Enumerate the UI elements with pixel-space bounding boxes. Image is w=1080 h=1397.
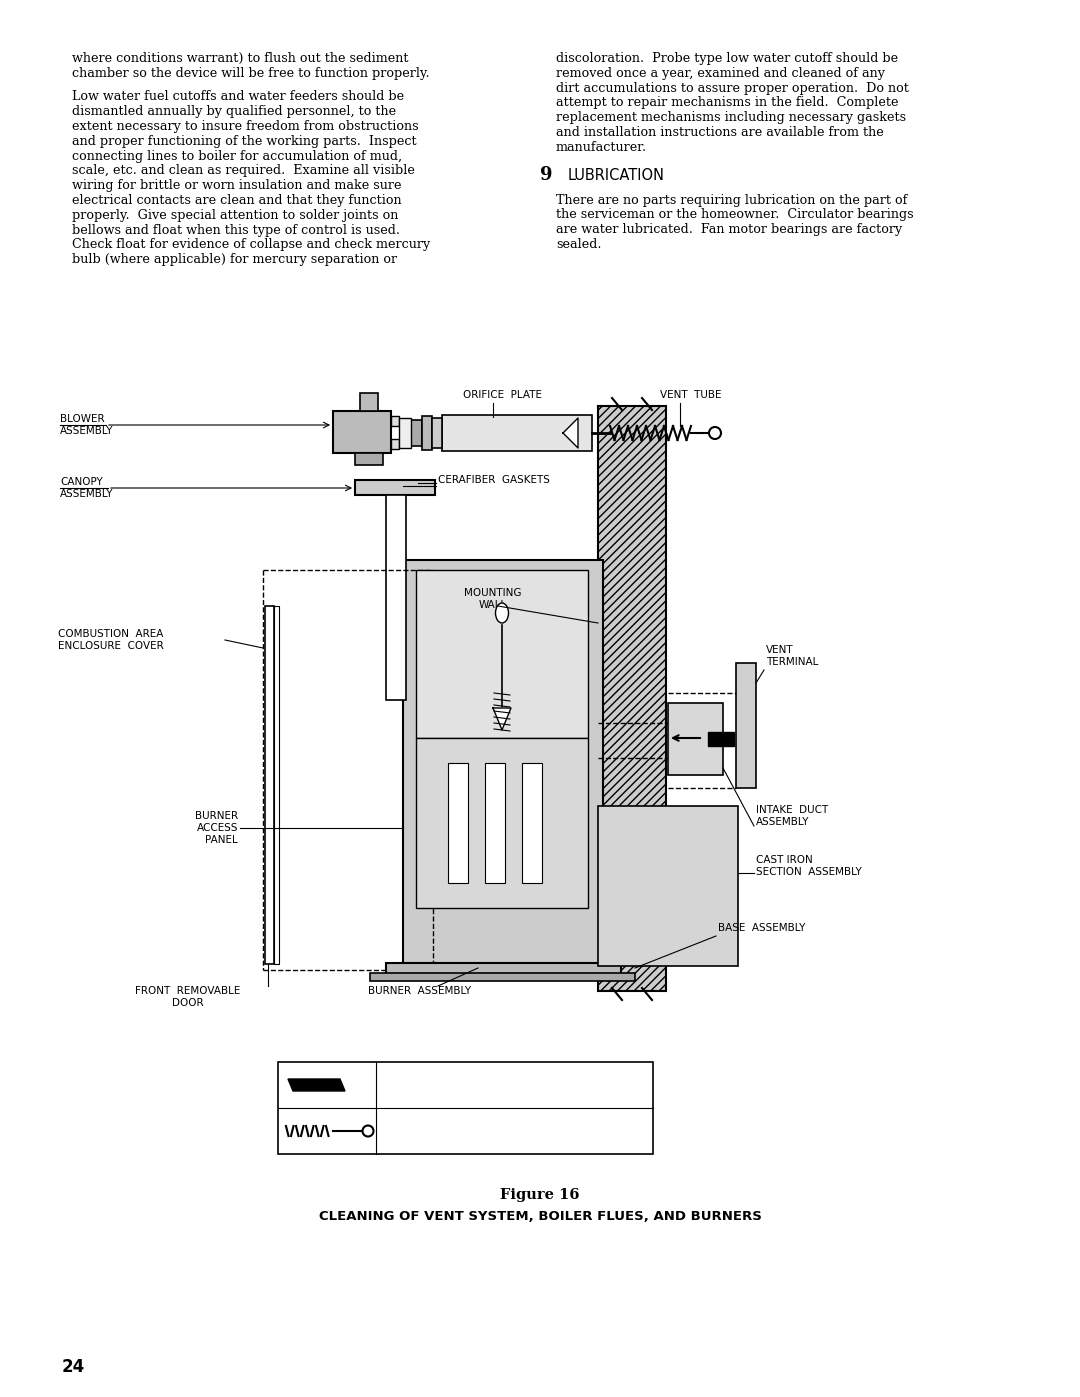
Text: scale, etc. and clean as required.  Examine all visible: scale, etc. and clean as required. Exami… bbox=[72, 165, 415, 177]
Bar bbox=[274, 606, 279, 964]
Text: wiring for brittle or worn insulation and make sure: wiring for brittle or worn insulation an… bbox=[72, 179, 402, 193]
Bar bbox=[386, 963, 621, 975]
Text: dirt accumulations to assure proper operation.  Do not: dirt accumulations to assure proper oper… bbox=[556, 81, 909, 95]
Text: VENT
TERMINAL: VENT TERMINAL bbox=[766, 645, 819, 666]
Text: are water lubricated.  Fan motor bearings are factory: are water lubricated. Fan motor bearings… bbox=[556, 224, 902, 236]
Bar bbox=[432, 418, 442, 448]
Polygon shape bbox=[563, 418, 578, 448]
Text: VENT  TUBE: VENT TUBE bbox=[660, 390, 721, 400]
Bar bbox=[333, 411, 391, 453]
Text: replacement mechanisms including necessary gaskets: replacement mechanisms including necessa… bbox=[556, 112, 906, 124]
Text: CERAFIBER  GASKETS: CERAFIBER GASKETS bbox=[438, 475, 550, 485]
Polygon shape bbox=[288, 1078, 345, 1091]
Bar bbox=[403, 560, 603, 968]
Text: removed once a year, examined and cleaned of any: removed once a year, examined and cleane… bbox=[556, 67, 885, 80]
Text: electrical contacts are clean and that they function: electrical contacts are clean and that t… bbox=[72, 194, 402, 207]
Text: INTAKE  DUCT
ASSEMBLY: INTAKE DUCT ASSEMBLY bbox=[756, 805, 828, 827]
Bar bbox=[598, 407, 666, 990]
Bar bbox=[386, 495, 406, 700]
Text: chamber so the device will be free to function properly.: chamber so the device will be free to fu… bbox=[72, 67, 430, 80]
Text: BLOWER
ASSEMBLY: BLOWER ASSEMBLY bbox=[60, 414, 113, 436]
Bar bbox=[360, 393, 378, 411]
Polygon shape bbox=[492, 708, 511, 731]
Text: MOUNTING
WALL: MOUNTING WALL bbox=[464, 588, 522, 609]
Bar bbox=[735, 664, 756, 788]
Text: Figure 16: Figure 16 bbox=[500, 1187, 580, 1201]
Bar bbox=[708, 732, 734, 746]
Text: the serviceman or the homeowner.  Circulator bearings: the serviceman or the homeowner. Circula… bbox=[556, 208, 914, 221]
Bar bbox=[355, 481, 435, 495]
Bar bbox=[265, 606, 274, 964]
Text: BURNER  ASSEMBLY: BURNER ASSEMBLY bbox=[368, 986, 471, 996]
Circle shape bbox=[363, 1126, 374, 1137]
Bar bbox=[598, 806, 738, 965]
Text: discoloration.  Probe type low water cutoff should be: discoloration. Probe type low water cuto… bbox=[556, 52, 899, 66]
Bar bbox=[485, 763, 505, 883]
Bar bbox=[410, 420, 422, 446]
Bar bbox=[416, 570, 588, 738]
Text: attempt to repair mechanisms in the field.  Complete: attempt to repair mechanisms in the fiel… bbox=[556, 96, 899, 109]
Text: manufacturer.: manufacturer. bbox=[556, 141, 647, 154]
Bar bbox=[399, 418, 411, 448]
Text: CAST IRON
SECTION  ASSEMBLY: CAST IRON SECTION ASSEMBLY bbox=[756, 855, 862, 877]
Text: BASE  ASSEMBLY: BASE ASSEMBLY bbox=[718, 923, 806, 933]
Text: LUBRICATION: LUBRICATION bbox=[568, 168, 665, 183]
Text: and proper functioning of the working parts.  Inspect: and proper functioning of the working pa… bbox=[72, 136, 417, 148]
Text: WIRE  FLUE  BRUSH: WIRE FLUE BRUSH bbox=[384, 1125, 499, 1137]
Bar bbox=[370, 972, 635, 981]
Bar bbox=[391, 416, 399, 426]
Text: and installation instructions are available from the: and installation instructions are availa… bbox=[556, 126, 883, 138]
Text: Check float for evidence of collapse and check mercury: Check float for evidence of collapse and… bbox=[72, 239, 430, 251]
Bar bbox=[422, 416, 432, 450]
Bar bbox=[442, 415, 592, 451]
Text: Low water fuel cutoffs and water feeders should be: Low water fuel cutoffs and water feeders… bbox=[72, 91, 404, 103]
Bar bbox=[278, 1062, 653, 1154]
Ellipse shape bbox=[496, 604, 509, 623]
Bar bbox=[355, 453, 383, 465]
Text: 9: 9 bbox=[540, 166, 553, 183]
Text: bulb (where applicable) for mercury separation or: bulb (where applicable) for mercury sepa… bbox=[72, 253, 397, 267]
Bar bbox=[522, 763, 542, 883]
Text: BURNER
ACCESS
PANEL: BURNER ACCESS PANEL bbox=[194, 812, 238, 845]
Text: ORIFICE  PLATE: ORIFICE PLATE bbox=[463, 390, 542, 400]
Text: where conditions warrant) to flush out the sediment: where conditions warrant) to flush out t… bbox=[72, 52, 408, 66]
Text: 24: 24 bbox=[62, 1358, 85, 1376]
Bar bbox=[416, 738, 588, 908]
Bar bbox=[448, 763, 468, 883]
Circle shape bbox=[708, 427, 721, 439]
Text: There are no parts requiring lubrication on the part of: There are no parts requiring lubrication… bbox=[556, 194, 907, 207]
Text: bellows and float when this type of control is used.: bellows and float when this type of cont… bbox=[72, 224, 400, 236]
Text: dismantled annually by qualified personnel, to the: dismantled annually by qualified personn… bbox=[72, 105, 396, 119]
Text: sealed.: sealed. bbox=[556, 237, 602, 251]
Text: CANOPY
ASSEMBLY: CANOPY ASSEMBLY bbox=[60, 478, 113, 499]
Text: properly.  Give special attention to solder joints on: properly. Give special attention to sold… bbox=[72, 210, 399, 222]
Text: extent necessary to insure freedom from obstructions: extent necessary to insure freedom from … bbox=[72, 120, 419, 133]
Text: COMBUSTION  AREA
ENCLOSURE  COVER: COMBUSTION AREA ENCLOSURE COVER bbox=[58, 629, 164, 651]
Bar bbox=[669, 703, 723, 775]
Text: FRONT  REMOVABLE
DOOR: FRONT REMOVABLE DOOR bbox=[135, 986, 241, 1007]
Text: CLEANING OF VENT SYSTEM, BOILER FLUES, AND BURNERS: CLEANING OF VENT SYSTEM, BOILER FLUES, A… bbox=[319, 1210, 761, 1222]
Bar bbox=[391, 439, 399, 448]
Text: connecting lines to boiler for accumulation of mud,: connecting lines to boiler for accumulat… bbox=[72, 149, 402, 162]
Text: SOFT  BRISTLE  BRUSH: SOFT BRISTLE BRUSH bbox=[384, 1078, 518, 1091]
